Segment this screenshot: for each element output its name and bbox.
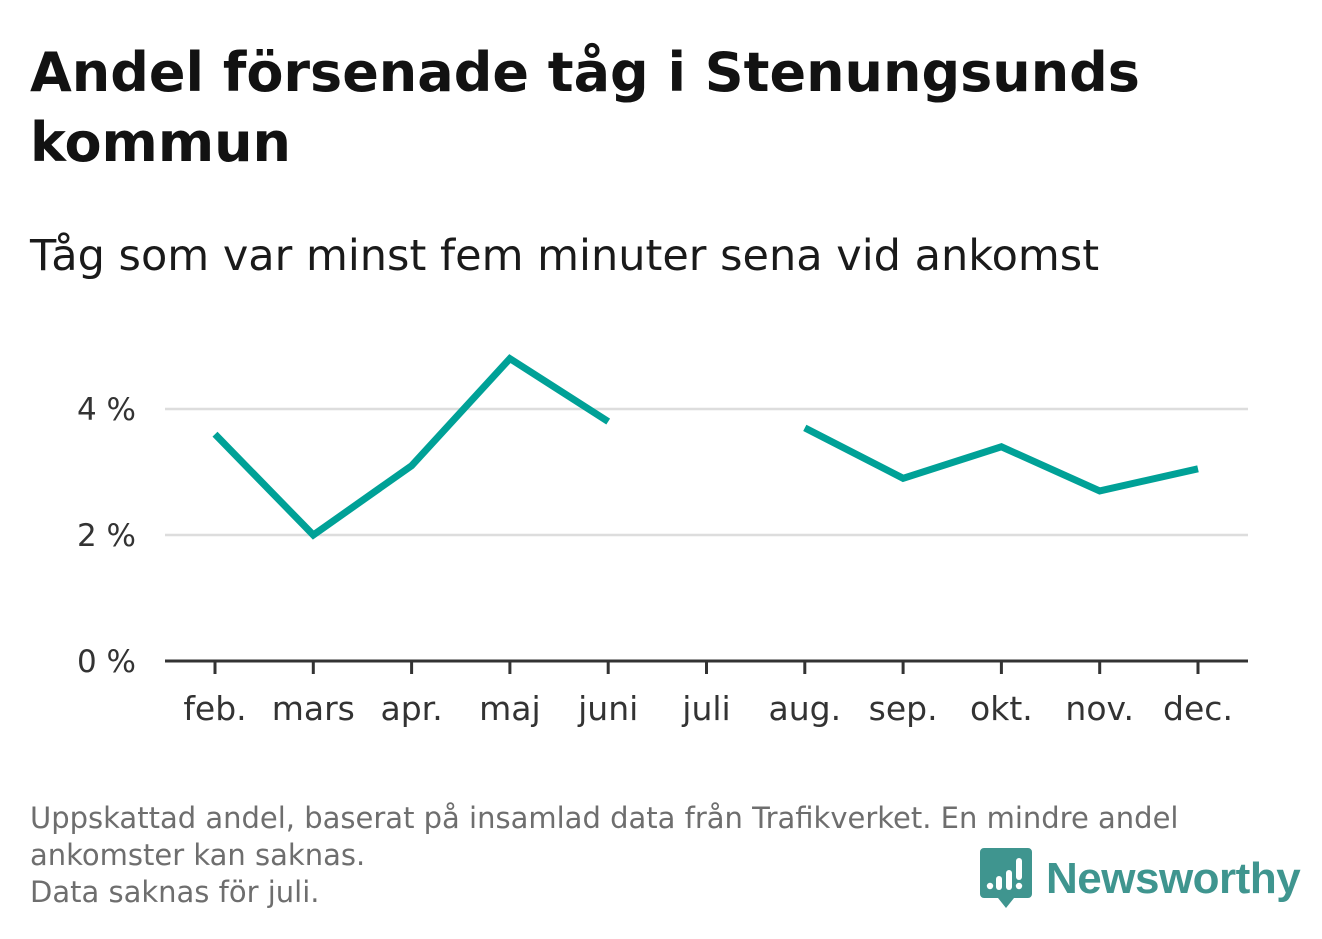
footnote: Uppskattad andel, baserat på insamlad da… — [30, 800, 1280, 911]
x-tick-label: okt. — [970, 689, 1033, 728]
line-chart: 0 % 2 % 4 % feb. mars apr. maj juni juli aug. sep… — [77, 354, 1248, 728]
gridlines — [165, 407, 1248, 537]
x-axis-ticks: feb. mars apr. maj juni juli aug. sep. okt. nov. d… — [183, 661, 1233, 728]
x-tick-label: feb. — [183, 689, 246, 728]
newsworthy-logo-icon — [980, 848, 1032, 908]
y-axis-ticks: 0 % 2 % 4 % — [77, 392, 136, 680]
brand-logo: Newsworthy — [980, 848, 1301, 910]
y-tick-label: 0 % — [77, 644, 136, 680]
y-tick-label: 2 % — [77, 518, 136, 554]
x-tick-label: juli — [681, 689, 730, 728]
x-tick-label: sep. — [869, 689, 938, 728]
series-line — [212, 354, 611, 540]
y-tick-label: 4 % — [77, 392, 136, 428]
chart-title: Andel försenade tåg i Stenungsunds kommu… — [30, 41, 1140, 174]
series-lines — [212, 354, 1199, 540]
x-tick-label: nov. — [1065, 689, 1134, 728]
series-line — [803, 424, 1199, 495]
footnote-line: ankomster kan saknas. — [30, 838, 366, 872]
x-tick-label: maj — [479, 689, 541, 728]
chart-subtitle: Tåg som var minst fem minuter sena vid a… — [30, 231, 1100, 281]
x-tick-label: dec. — [1163, 689, 1233, 728]
x-tick-label: aug. — [769, 689, 842, 728]
x-tick-label: juni — [577, 689, 638, 728]
x-tick-label: apr. — [380, 689, 442, 728]
footnote-line: Uppskattad andel, baserat på insamlad da… — [30, 801, 1179, 835]
footnote-line: Data saknas för juli. — [30, 875, 320, 909]
x-tick-label: mars — [272, 689, 355, 728]
brand-name: Newsworthy — [1046, 854, 1301, 903]
